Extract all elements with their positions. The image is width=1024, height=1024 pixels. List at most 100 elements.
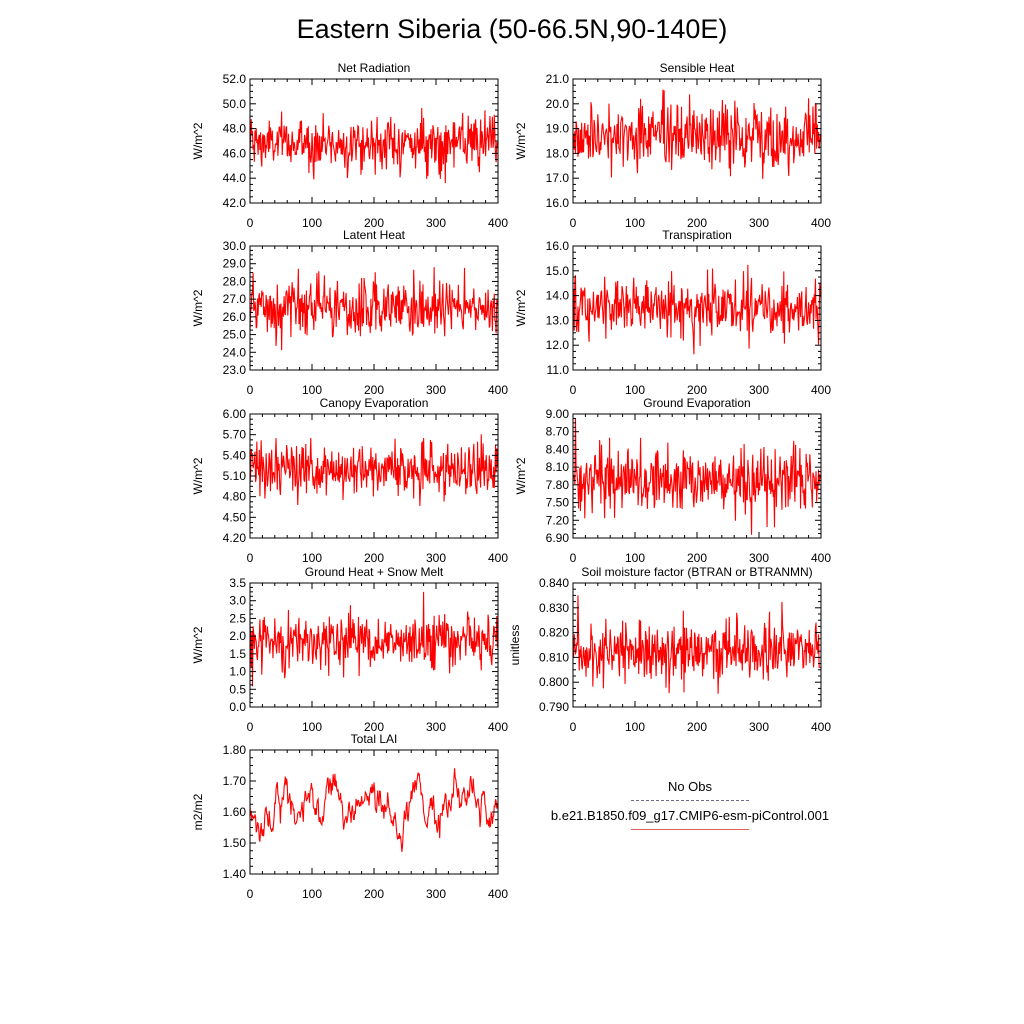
x-tick-label: 200 bbox=[364, 216, 384, 230]
plot-frame bbox=[249, 749, 499, 875]
x-tick-label: 100 bbox=[625, 720, 645, 734]
y-tick-label: 3.0 bbox=[229, 594, 246, 608]
y-tick-label: 6.00 bbox=[223, 407, 247, 421]
y-tick-label: 28.0 bbox=[223, 274, 247, 288]
panel-ground-heat-snow-melt: Ground Heat + Snow Melt 0.0 0.5 1.0 1.5 2.0 2.… bbox=[191, 565, 508, 734]
x-tick-label: 400 bbox=[488, 887, 508, 901]
y-tick-label: 5.70 bbox=[223, 428, 247, 442]
x-tick-label: 400 bbox=[488, 383, 508, 397]
panel-soil-moisture-factor-btran-or-btranmn-: Soil moisture factor (BTRAN or BTRANMN) 0… bbox=[508, 565, 831, 734]
x-tick-label: 0 bbox=[247, 720, 254, 734]
y-tick-label: 1.60 bbox=[223, 805, 247, 819]
series-line bbox=[249, 107, 498, 184]
y-tick-label: 11.0 bbox=[547, 363, 570, 377]
panel-title: Transpiration bbox=[662, 228, 732, 242]
legend-run-line bbox=[631, 829, 749, 830]
x-tick-label: 300 bbox=[426, 383, 446, 397]
y-tick-label: 24.0 bbox=[223, 345, 247, 359]
y-tick-label: 27.0 bbox=[223, 292, 247, 306]
x-tick-label: 100 bbox=[302, 216, 322, 230]
x-tick-label: 100 bbox=[625, 551, 645, 565]
panel-title: Total LAI bbox=[351, 732, 398, 746]
y-tick-label: 0.800 bbox=[539, 675, 569, 689]
panel-title: Canopy Evaporation bbox=[320, 396, 429, 410]
y-axis-label: unitless bbox=[508, 625, 522, 666]
panel-transpiration: Transpiration 11.0 12.0 13.0 14.0 15.0 16.0 0 10… bbox=[514, 228, 831, 397]
x-tick-label: 300 bbox=[426, 216, 446, 230]
x-tick-label: 0 bbox=[570, 383, 577, 397]
y-axis-label: W/m^2 bbox=[514, 457, 528, 494]
series-line bbox=[572, 264, 821, 355]
series-line bbox=[249, 591, 498, 687]
panel-title: Ground Evaporation bbox=[643, 396, 750, 410]
x-tick-label: 0 bbox=[570, 216, 577, 230]
y-tick-label: 30.0 bbox=[223, 239, 247, 253]
panel-title: Soil moisture factor (BTRAN or BTRANMN) bbox=[581, 565, 812, 579]
x-tick-label: 400 bbox=[488, 216, 508, 230]
y-axis-label: W/m^2 bbox=[191, 289, 205, 326]
x-tick-label: 0 bbox=[247, 887, 254, 901]
y-tick-label: 2.0 bbox=[229, 629, 246, 643]
panel-title: Latent Heat bbox=[343, 228, 406, 242]
x-tick-label: 200 bbox=[687, 720, 707, 734]
y-tick-label: 4.20 bbox=[223, 531, 247, 545]
y-tick-label: 25.0 bbox=[223, 328, 247, 342]
panel-ground-evaporation: Ground Evaporation 6.90 7.20 7.50 7.80 8.10 8.… bbox=[514, 396, 831, 565]
y-tick-label: 8.40 bbox=[546, 442, 570, 456]
x-tick-label: 300 bbox=[749, 383, 769, 397]
y-tick-label: 42.0 bbox=[223, 196, 247, 210]
x-tick-label: 400 bbox=[811, 383, 831, 397]
y-tick-label: 26.0 bbox=[223, 310, 247, 324]
x-tick-label: 100 bbox=[302, 887, 322, 901]
y-tick-label: 50.0 bbox=[223, 97, 247, 111]
y-tick-label: 13.0 bbox=[546, 313, 570, 327]
y-tick-label: 3.5 bbox=[229, 576, 246, 590]
y-axis-label: W/m^2 bbox=[191, 626, 205, 663]
y-tick-label: 4.50 bbox=[223, 510, 247, 524]
x-tick-label: 300 bbox=[426, 551, 446, 565]
y-tick-label: 52.0 bbox=[223, 72, 247, 86]
legend-obs-line bbox=[631, 800, 749, 801]
y-tick-label: 21.0 bbox=[546, 72, 570, 86]
y-tick-label: 0.0 bbox=[229, 700, 246, 714]
x-tick-label: 200 bbox=[687, 551, 707, 565]
panel-total-lai: Total LAI 1.40 1.50 1.60 1.70 1.80 0 100 200 300 4… bbox=[191, 732, 508, 901]
y-tick-label: 1.70 bbox=[223, 774, 247, 788]
y-tick-label: 2.5 bbox=[229, 611, 246, 625]
y-tick-label: 0.830 bbox=[539, 601, 569, 615]
y-tick-label: 1.5 bbox=[229, 647, 246, 661]
y-tick-label: 16.0 bbox=[546, 239, 570, 253]
x-tick-label: 200 bbox=[364, 551, 384, 565]
y-tick-label: 4.80 bbox=[223, 490, 247, 504]
x-tick-label: 100 bbox=[302, 551, 322, 565]
x-tick-label: 400 bbox=[488, 551, 508, 565]
panel-title: Sensible Heat bbox=[660, 61, 735, 75]
x-tick-label: 100 bbox=[625, 216, 645, 230]
y-tick-label: 1.80 bbox=[223, 743, 247, 757]
x-tick-label: 0 bbox=[247, 216, 254, 230]
y-tick-label: 48.0 bbox=[223, 122, 247, 136]
x-tick-label: 100 bbox=[625, 383, 645, 397]
x-tick-label: 0 bbox=[247, 551, 254, 565]
y-tick-label: 0.790 bbox=[539, 700, 569, 714]
x-tick-label: 300 bbox=[426, 887, 446, 901]
x-tick-label: 300 bbox=[426, 720, 446, 734]
series-line bbox=[249, 267, 498, 350]
x-tick-label: 200 bbox=[364, 383, 384, 397]
legend-run-label: b.e21.B1850.f09_g17.CMIP6-esm-piControl.… bbox=[550, 808, 830, 823]
x-tick-label: 0 bbox=[247, 383, 254, 397]
y-tick-label: 9.00 bbox=[546, 407, 570, 421]
y-tick-label: 44.0 bbox=[223, 171, 247, 185]
y-tick-label: 14.0 bbox=[546, 289, 570, 303]
panel-sensible-heat: Sensible Heat 16.0 17.0 18.0 19.0 20.0 21.0 0 10… bbox=[514, 61, 831, 230]
y-tick-label: 8.10 bbox=[546, 460, 570, 474]
x-tick-label: 400 bbox=[811, 720, 831, 734]
x-tick-label: 200 bbox=[687, 383, 707, 397]
x-tick-label: 100 bbox=[302, 383, 322, 397]
y-tick-label: 7.50 bbox=[546, 496, 570, 510]
x-tick-label: 400 bbox=[811, 551, 831, 565]
x-tick-label: 400 bbox=[811, 216, 831, 230]
x-tick-label: 0 bbox=[570, 720, 577, 734]
x-tick-label: 400 bbox=[488, 720, 508, 734]
